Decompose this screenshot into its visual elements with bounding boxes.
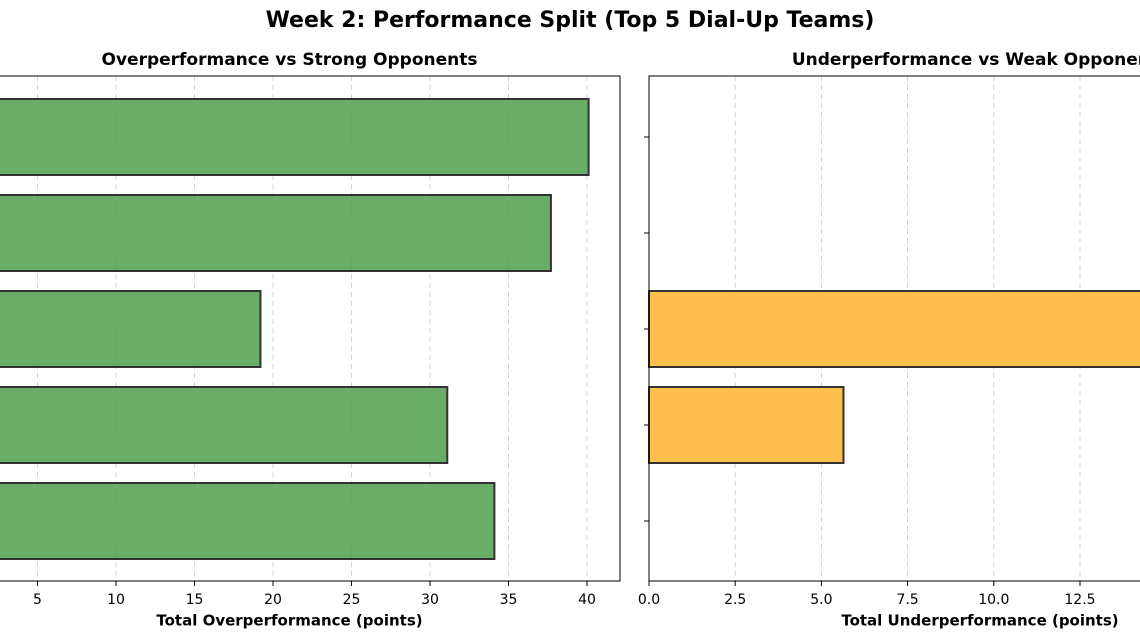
- x-tick-label: 10.0: [978, 592, 1009, 608]
- bar: [0, 194, 552, 272]
- bar: [0, 290, 262, 368]
- x-tick-label: 0.0: [638, 592, 660, 608]
- axes-frame: [648, 75, 1140, 582]
- x-tick-label: 35: [500, 592, 518, 608]
- x-tick-label: 20: [264, 592, 282, 608]
- x-tick-label: 5: [33, 592, 42, 608]
- bar: [648, 386, 845, 464]
- bar: [0, 482, 496, 560]
- x-tick-label: 25: [343, 592, 361, 608]
- x-tick-label: 10: [107, 592, 125, 608]
- panel-title: Overperformance vs Strong Opponents: [102, 50, 478, 70]
- x-tick-label: 7.5: [896, 592, 918, 608]
- figure-title: Week 2: Performance Split (Top 5 Dial-Up…: [266, 8, 875, 33]
- x-tick-label: 5.0: [810, 592, 832, 608]
- bar: [648, 290, 1140, 368]
- x-tick-label: 15: [186, 592, 204, 608]
- x-tick-label: 30: [421, 592, 439, 608]
- x-tick-label: 2.5: [724, 592, 746, 608]
- bar: [0, 386, 449, 464]
- x-axis-label: Total Underperformance (points): [841, 612, 1118, 630]
- x-tick-label: 12.5: [1064, 592, 1095, 608]
- bar: [0, 98, 590, 176]
- x-tick-label: 40: [578, 592, 596, 608]
- x-axis-label: Total Overperformance (points): [156, 612, 422, 630]
- axes-frame: [0, 75, 621, 582]
- panel-title: Underperformance vs Weak Opponents: [792, 50, 1140, 70]
